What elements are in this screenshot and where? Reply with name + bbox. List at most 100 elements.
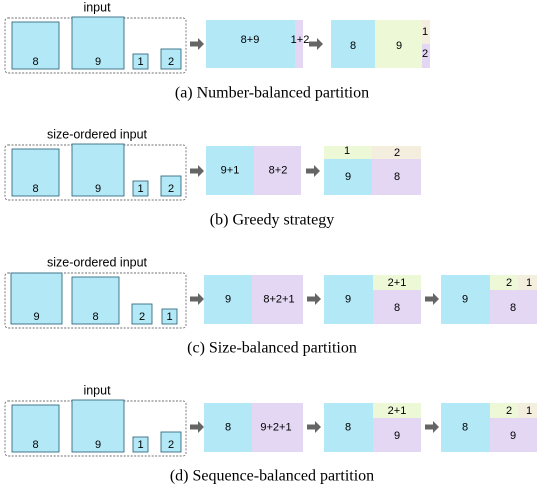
partition-label: 2+1 [388, 277, 407, 289]
flow-arrow [190, 165, 204, 177]
partition-block [324, 159, 372, 195]
input-container [4, 272, 187, 329]
input-block-label: 8 [32, 56, 38, 68]
partition-block [204, 403, 252, 452]
partition-label: 9 [345, 293, 351, 305]
partition-label: 1+2 [291, 34, 310, 46]
input-block-label: 9 [95, 56, 101, 68]
input-block-label: 8 [32, 183, 38, 195]
input-block [71, 276, 120, 325]
input-block [71, 399, 125, 453]
partition-label: 1 [526, 277, 532, 289]
partition-label: 9 [396, 40, 402, 52]
panel-d: input 8 9 1 2 (d) Sequence-balanced partition… [4, 383, 537, 485]
partition-label: 9+2+1 [260, 421, 291, 433]
input-block-label: 8 [92, 311, 98, 323]
partition-label: 9 [345, 171, 351, 183]
partition-block [441, 275, 490, 324]
flow-arrow [425, 421, 439, 433]
partition-block [252, 275, 303, 324]
partition-block [373, 403, 421, 418]
input-block [160, 48, 182, 70]
flow-arrow [190, 293, 204, 305]
input-block [132, 436, 149, 453]
input-block [11, 21, 60, 70]
partition-label: 2+1 [388, 405, 407, 417]
panel-b: size-ordered input 8 9 1 2 (b) Greedy strateg… [4, 127, 421, 229]
partition-block [206, 146, 254, 195]
input-block-label: 2 [168, 439, 174, 451]
partition-label: 8+2 [269, 164, 288, 176]
partition-block [324, 275, 373, 324]
partition-block [490, 418, 537, 452]
input-block [11, 148, 60, 197]
partition-label: 2 [422, 48, 428, 60]
partition-block [206, 20, 295, 68]
partition-block [331, 20, 375, 68]
partition-block [372, 146, 421, 159]
partition-label: 9 [225, 293, 231, 305]
partition-block [518, 403, 537, 418]
flow-arrow [190, 421, 204, 433]
partition-block [490, 290, 537, 324]
partition-label: 9 [510, 430, 516, 442]
input-block [132, 180, 149, 197]
partition-block [518, 275, 537, 290]
partition-block [204, 275, 252, 324]
partition-block [324, 146, 372, 159]
input-title: input [83, 383, 111, 397]
partition-label: 2 [506, 277, 512, 289]
partition-block [254, 146, 301, 195]
partition-label: 8 [225, 421, 231, 433]
panel-caption: (a) Number-balanced partition [175, 85, 369, 102]
input-title: input [83, 0, 111, 14]
partition-block [372, 159, 421, 195]
flow-arrow [307, 421, 321, 433]
flow-arrow [190, 38, 204, 50]
input-block-label: 2 [168, 56, 174, 68]
partition-block [375, 20, 422, 68]
input-block [71, 16, 125, 70]
partition-block [490, 403, 518, 418]
flow-arrow [425, 293, 439, 305]
partition-label: 8+2+1 [263, 293, 294, 305]
partition-label: 2 [506, 405, 512, 417]
partition-label: 2 [394, 147, 400, 159]
input-block-label: 9 [95, 439, 101, 451]
partition-label: 1 [344, 145, 350, 157]
input-block-label: 2 [139, 311, 145, 323]
panel-caption: (d) Sequence-balanced partition [170, 468, 374, 485]
flow-arrow [309, 38, 323, 50]
input-block-label: 1 [137, 183, 143, 195]
input-block [161, 308, 178, 325]
input-title: size-ordered input [47, 127, 148, 141]
partition-block [373, 290, 421, 324]
input-block-label: 2 [168, 183, 174, 195]
input-block [71, 143, 125, 197]
partition-label: 1 [422, 26, 428, 38]
partition-label: 1 [526, 405, 532, 417]
partition-label: 9 [462, 293, 468, 305]
panel-caption: (b) Greedy strategy [210, 212, 334, 229]
input-block-label: 1 [137, 439, 143, 451]
input-block [10, 272, 63, 325]
partition-label: 9 [394, 430, 400, 442]
panel-caption: (c) Size-balanced partition [187, 340, 357, 357]
partition-label: 8 [345, 421, 351, 433]
input-block-label: 1 [166, 311, 172, 323]
partition-label: 8 [394, 302, 400, 314]
input-block [160, 175, 182, 197]
input-block [11, 404, 60, 453]
input-block-label: 9 [95, 183, 101, 195]
partition-block [373, 418, 421, 452]
input-block-label: 1 [137, 56, 143, 68]
partition-block [441, 403, 490, 452]
input-block [131, 303, 153, 325]
partition-block [373, 275, 421, 290]
partition-label: 9+1 [221, 164, 240, 176]
partition-block [295, 20, 303, 68]
partition-block [324, 403, 373, 452]
partition-block [422, 44, 430, 68]
panel-a: input 8 9 1 2 (a) Number-balanced partition 8+… [4, 0, 430, 102]
